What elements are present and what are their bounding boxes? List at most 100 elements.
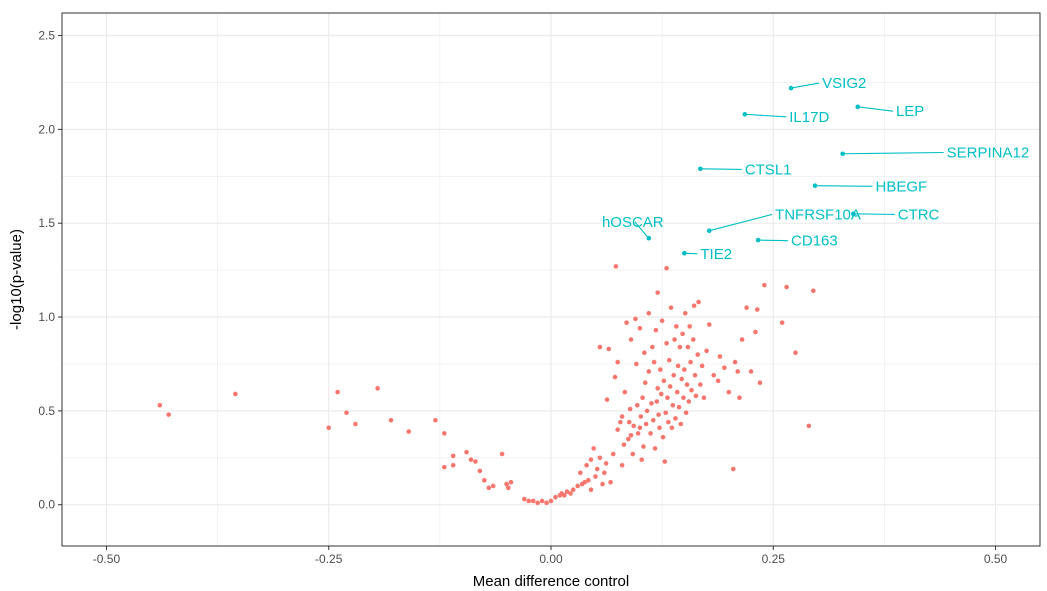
significant-point (850, 211, 856, 217)
data-point (806, 423, 812, 429)
gene-label: TIE2 (700, 246, 732, 263)
data-point (784, 284, 789, 290)
data-point (753, 329, 758, 335)
data-point (678, 421, 684, 427)
data-point (711, 372, 717, 378)
data-point (564, 489, 570, 494)
data-point (640, 395, 645, 401)
data-point (621, 442, 627, 447)
data-point (648, 431, 653, 436)
data-point (663, 410, 668, 416)
label-connector (758, 239, 789, 242)
data-point (641, 444, 646, 449)
data-point (653, 327, 659, 333)
y-tick-label: 1.0 (38, 310, 55, 324)
data-point (619, 462, 625, 468)
data-point (638, 414, 644, 419)
data-point (658, 367, 663, 372)
data-point (661, 378, 667, 384)
data-point (651, 359, 657, 365)
data-point (744, 305, 749, 310)
data-point (628, 432, 634, 438)
data-point (406, 429, 412, 434)
gene-label: VSIG2 (822, 75, 866, 92)
data-point (353, 421, 358, 427)
data-point (668, 305, 674, 310)
data-point (730, 466, 736, 472)
significant-point (682, 250, 687, 256)
data-point (442, 464, 447, 470)
data-point (588, 457, 594, 462)
data-point (233, 391, 238, 397)
data-point (600, 481, 605, 487)
data-point (659, 318, 665, 324)
data-point (570, 487, 576, 492)
label-connector (815, 185, 873, 187)
data-point (649, 401, 654, 406)
label-connector (790, 82, 820, 89)
data-point (433, 417, 438, 423)
data-point (717, 354, 723, 359)
data-point (637, 425, 643, 431)
data-point (610, 451, 616, 457)
y-tick-label: 0.0 (38, 498, 55, 512)
data-point (658, 391, 664, 397)
data-point (635, 431, 641, 436)
data-point (674, 389, 680, 395)
data-point (655, 290, 660, 295)
data-point (676, 404, 682, 410)
data-point (375, 386, 380, 391)
data-point (670, 402, 676, 408)
data-point (704, 348, 709, 354)
label-connector (842, 151, 944, 155)
data-point (634, 402, 640, 408)
data-point (695, 352, 700, 357)
significant-point (840, 151, 845, 157)
significant-point (742, 112, 748, 117)
y-tick-label: 2.5 (38, 29, 55, 43)
data-point (526, 498, 532, 504)
data-point (779, 320, 785, 325)
gene-label: SERPINA12 (947, 145, 1030, 162)
data-point (473, 459, 478, 464)
data-point (615, 359, 620, 365)
data-point (486, 485, 492, 491)
y-axis: 0.0 0.5 1.0 1.5 2.0 2.5 (38, 29, 62, 512)
data-point (698, 382, 703, 387)
y-tick-label: 0.5 (38, 404, 55, 418)
data-point (685, 344, 691, 350)
data-point (679, 376, 684, 382)
label-connector (709, 213, 773, 232)
data-point (688, 359, 693, 365)
data-point (667, 384, 673, 389)
data-point (682, 367, 687, 372)
data-point (468, 457, 474, 462)
label-connector (857, 106, 894, 112)
data-point (650, 344, 655, 350)
significant-point (812, 183, 818, 188)
data-point (535, 500, 540, 506)
data-point (575, 483, 580, 489)
data-point (508, 479, 514, 485)
data-point (597, 344, 603, 350)
significant-point (706, 228, 712, 234)
data-point (669, 425, 675, 431)
data-point (680, 331, 685, 337)
data-point (810, 288, 816, 294)
x-tick-label: -0.25 (315, 552, 343, 566)
data-point (657, 425, 662, 431)
non-significant-points (157, 264, 816, 506)
data-point (633, 316, 638, 322)
data-point (696, 299, 701, 305)
data-point (582, 479, 588, 485)
data-point (612, 374, 618, 380)
data-point (655, 386, 660, 391)
data-point (690, 337, 696, 342)
significant-point (698, 166, 703, 172)
x-tick-label: 0.00 (539, 552, 563, 566)
data-point (732, 359, 738, 365)
data-point (562, 493, 567, 498)
data-point (757, 380, 763, 386)
data-point (644, 408, 650, 414)
data-point (674, 324, 679, 329)
